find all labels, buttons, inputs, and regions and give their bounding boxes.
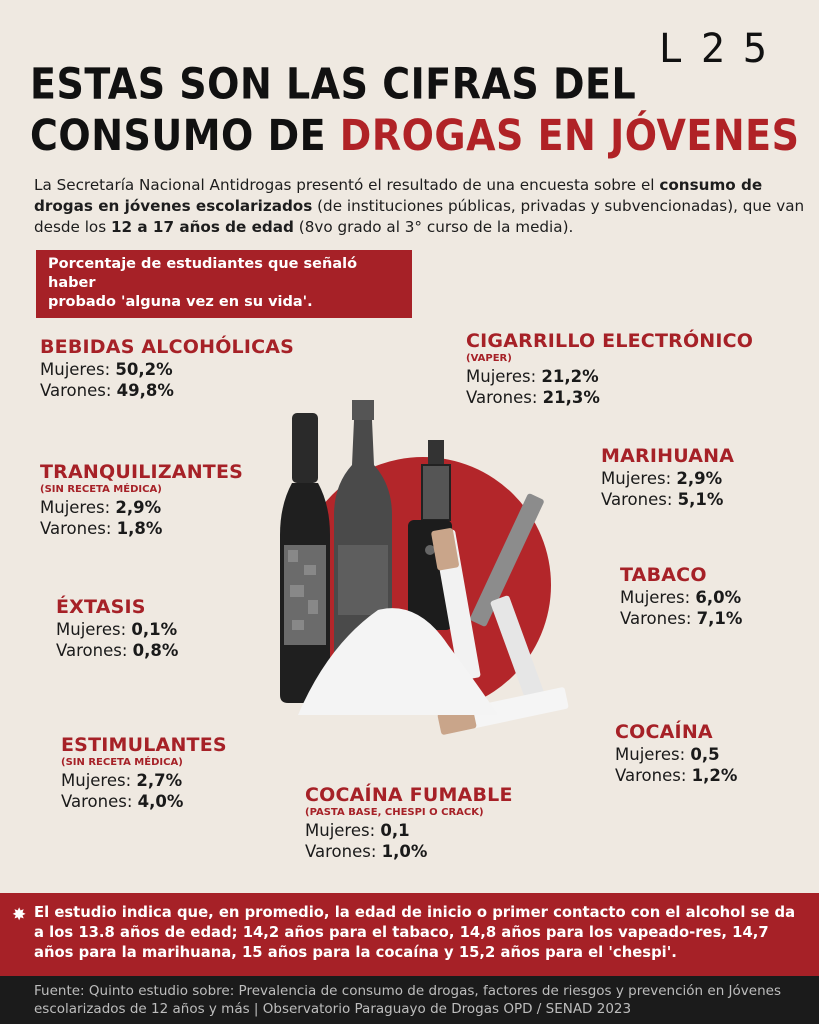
stat-men: Varones: 0,8% <box>56 641 179 660</box>
stat-subtitle: (SIN RECETA MÉDICA) <box>40 484 162 495</box>
stat-marihuana: MARIHUANA Mujeres: 2,9% Varones: 5,1% <box>601 445 734 510</box>
logo: L25 <box>658 26 785 72</box>
stat-men: Varones: 5,1% <box>601 490 724 509</box>
stat-name: ÉXTASIS <box>56 596 146 618</box>
age-note-band: ✸ El estudio indica que, en promedio, la… <box>0 893 819 976</box>
asterisk-icon: ✸ <box>12 905 27 925</box>
stat-name: BEBIDAS ALCOHÓLICAS <box>40 336 295 358</box>
stat-men: Varones: 1,2% <box>615 766 738 785</box>
title-accent: DROGAS EN JÓVENES <box>339 110 800 160</box>
stat-subtitle: (VAPER) <box>466 353 512 364</box>
page-title: ESTAS SON LAS CIFRAS DEL CONSUMO DE DROG… <box>30 58 800 161</box>
stat-women: Mujeres: 0,1% <box>56 620 178 639</box>
age-note-text: El estudio indica que, en promedio, la e… <box>34 904 796 961</box>
stat-men: Varones: 1,8% <box>40 519 163 538</box>
stat-tabaco: TABACO Mujeres: 6,0% Varones: 7,1% <box>620 564 742 629</box>
stat-name: ESTIMULANTES <box>61 734 227 756</box>
stat-extasis: ÉXTASIS Mujeres: 0,1% Varones: 0,8% <box>56 596 178 661</box>
stat-cocaina-fumable: COCAÍNA FUMABLE (PASTA BASE, CHESPI O CR… <box>305 784 513 862</box>
stat-women: Mujeres: 21,2% <box>466 367 599 386</box>
stat-subtitle: (PASTA BASE, CHESPI O CRACK) <box>305 807 484 818</box>
drugs-illustration <box>280 400 569 735</box>
stat-vaper: CIGARRILLO ELECTRÓNICO (VAPER) Mujeres: … <box>466 330 753 408</box>
title-line-2: CONSUMO DE <box>30 110 340 160</box>
intro-text-1: La Secretaría Nacional Antidrogas presen… <box>34 176 660 194</box>
stat-cocaina: COCAÍNA Mujeres: 0,5 Varones: 1,2% <box>615 721 737 786</box>
stat-name: TABACO <box>620 564 707 586</box>
stat-women: Mujeres: 2,9% <box>40 498 162 517</box>
stat-women: Mujeres: 0,1 <box>305 821 410 840</box>
intro-text-2: (de instituciones públicas, privadas y s… <box>34 197 805 236</box>
stat-name: COCAÍNA <box>615 721 713 743</box>
wine-bottle-icon <box>280 413 330 703</box>
title-line-1: ESTAS SON LAS CIFRAS DEL <box>30 59 637 109</box>
stat-women: Mujeres: 2,9% <box>601 469 723 488</box>
banner-line-2: probado 'alguna vez en su vida'. <box>48 294 313 310</box>
stat-men: Varones: 4,0% <box>61 792 184 811</box>
stat-men: Varones: 1,0% <box>305 842 428 861</box>
source-footer: Fuente: Quinto estudio sobre: Prevalenci… <box>0 976 819 1024</box>
stat-women: Mujeres: 50,2% <box>40 360 173 379</box>
stat-alcohol: BEBIDAS ALCOHÓLICAS Mujeres: 50,2% Varon… <box>40 336 294 401</box>
stat-women: Mujeres: 2,7% <box>61 771 183 790</box>
stat-men: Varones: 49,8% <box>40 381 174 400</box>
stat-tranquilizantes: TRANQUILIZANTES (SIN RECETA MÉDICA) Muje… <box>40 461 243 539</box>
stat-name: COCAÍNA FUMABLE <box>305 784 513 806</box>
stat-subtitle: (SIN RECETA MÉDICA) <box>61 757 183 768</box>
stat-women: Mujeres: 6,0% <box>620 588 742 607</box>
intro-bold-1: consumo de drogas en jóvenes escolarizad… <box>34 176 763 215</box>
stat-name: MARIHUANA <box>601 445 735 467</box>
stat-estimulantes: ESTIMULANTES (SIN RECETA MÉDICA) Mujeres… <box>61 734 227 812</box>
stat-men: Varones: 21,3% <box>466 388 600 407</box>
cigarettes-icon <box>431 493 569 735</box>
stat-name: CIGARRILLO ELECTRÓNICO <box>466 330 754 352</box>
stat-name: TRANQUILIZANTES <box>40 461 244 483</box>
section-banner: Porcentaje de estudiantes que señaló hab… <box>36 250 412 318</box>
source-line-1: Fuente: Quinto estudio sobre: Prevalenci… <box>34 983 781 999</box>
intro-bold-2: 12 a 17 años de edad <box>110 218 294 236</box>
powder-pile-icon <box>298 608 498 715</box>
banner-line-1: Porcentaje de estudiantes que señaló hab… <box>48 256 358 291</box>
stat-women: Mujeres: 0,5 <box>615 745 720 764</box>
source-line-2: escolarizados de 12 años y más | Observa… <box>34 1001 632 1017</box>
intro-text-3: (8vo grado al 3° curso de la media). <box>293 218 574 236</box>
stat-men: Varones: 7,1% <box>620 609 743 628</box>
intro-paragraph: La Secretaría Nacional Antidrogas presen… <box>34 175 809 238</box>
